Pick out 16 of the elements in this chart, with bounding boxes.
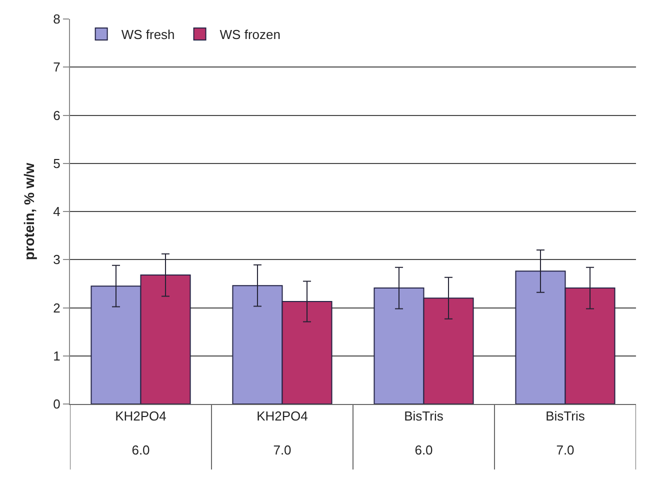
y-tick-label: 3 xyxy=(53,252,60,268)
legend-label: WS frozen xyxy=(220,27,280,42)
legend-label: WS fresh xyxy=(121,27,175,42)
y-tick-label: 0 xyxy=(53,396,60,412)
y-tick-label: 7 xyxy=(53,60,60,75)
category-label: BisTris 7.0 xyxy=(546,408,585,458)
category-label: KH2PO4 7.0 xyxy=(256,408,308,458)
y-tick-label: 6 xyxy=(53,108,60,123)
y-tick-label: 2 xyxy=(53,300,60,316)
category-label: KH2PO4 6.0 xyxy=(115,408,166,458)
category-label: BisTris 6.0 xyxy=(404,408,444,458)
y-tick-label: 5 xyxy=(53,156,60,171)
y-axis-title: protein, % w/w xyxy=(20,162,37,260)
y-tick-label: 4 xyxy=(53,204,60,220)
y-tick-label: 8 xyxy=(53,12,60,27)
y-tick-label: 1 xyxy=(53,348,60,364)
